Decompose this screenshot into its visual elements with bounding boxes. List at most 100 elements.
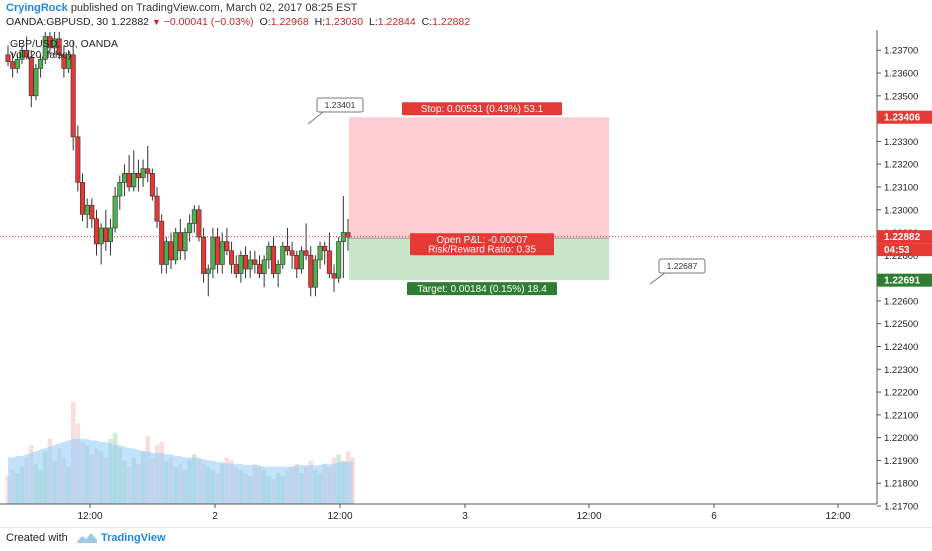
- price-tick-label: 1.22300: [884, 365, 918, 376]
- candle-body: [70, 54, 76, 138]
- open-value: 1.22968: [270, 16, 309, 28]
- callout-target-price-text: 1.22687: [667, 261, 698, 271]
- target-label-text: Target: 0.00184 (0.15%) 18.4: [417, 284, 547, 295]
- position-labels: Stop: 0.00531 (0.43%) 53.1 Target: 0.0018…: [402, 102, 562, 296]
- candle-body: [33, 68, 39, 97]
- stop-label-text: Stop: 0.00531 (0.43%) 53.1: [421, 104, 544, 115]
- countdown-badge-box: [877, 243, 932, 257]
- time-tick-label: 2: [212, 511, 218, 522]
- stop-price-badge-box: [877, 110, 932, 124]
- candle-body: [163, 241, 169, 265]
- candle-body: [107, 227, 113, 242]
- candle-body: [289, 250, 295, 256]
- time-tick-label: 12:00: [576, 511, 601, 522]
- price-tick-label: 1.22400: [884, 342, 918, 353]
- candle-body: [84, 204, 90, 215]
- open-label: O:: [259, 16, 271, 28]
- candle-body: [201, 236, 207, 274]
- candle-body: [243, 255, 249, 270]
- callout-target-price-box: [658, 258, 706, 274]
- candle-body: [140, 168, 146, 179]
- callout-target-price-pointer: [649, 272, 666, 285]
- candle-body: [284, 245, 290, 252]
- header-bar: CryingRock published on TradingView.com,…: [0, 0, 932, 30]
- target-price-badge-text: 1.22691: [884, 276, 921, 287]
- candle-body: [145, 168, 151, 174]
- price-chart[interactable]: Stop: 0.00531 (0.43%) 53.1 Target: 0.0018…: [0, 30, 932, 527]
- candle-body: [89, 204, 95, 220]
- created-with-label: Created with: [6, 532, 68, 544]
- chart-title: GBP/USD, 30, OANDA: [10, 38, 118, 50]
- callout-stop-price-pointer: [307, 111, 324, 125]
- time-tick-label: 6: [711, 511, 717, 522]
- candle-body: [159, 220, 165, 265]
- risk-reward-text: Risk/Reward Ratio: 0.35: [428, 245, 536, 256]
- price-tick-label: 1.23500: [884, 91, 918, 102]
- volume-ma-area: [8, 438, 353, 504]
- countdown-badge-text: 04:53: [884, 245, 910, 256]
- pnl-text: Open P&L: -0.00007: [436, 235, 528, 246]
- price-tick-label: 1.23300: [884, 137, 918, 148]
- candle-body: [177, 232, 183, 252]
- candle-body: [131, 172, 137, 188]
- candle-body: [229, 250, 235, 265]
- candle-body: [326, 250, 332, 274]
- candle-body: [121, 172, 127, 183]
- candle-body: [80, 182, 86, 215]
- candle-body: [14, 59, 20, 69]
- candle-body: [205, 268, 211, 274]
- candle-body: [280, 245, 286, 265]
- time-axis[interactable]: 12:00 2 12:00 3 12:00 6 12:00: [77, 504, 851, 522]
- ohlc-line: OANDA:GBPUSD, 30 1.22882 ▼ −0.00041 (−0.…: [6, 16, 470, 28]
- candle-body: [303, 250, 309, 256]
- tradingview-brand[interactable]: TradingView: [101, 532, 166, 544]
- close-value: 1.22882: [432, 16, 471, 28]
- candle-body: [270, 245, 276, 274]
- stop-label-box: [402, 102, 562, 116]
- author-link[interactable]: CryingRock: [6, 2, 68, 14]
- close-label: C:: [421, 16, 433, 28]
- candle-body: [233, 264, 239, 274]
- candle-body: [126, 172, 132, 188]
- time-tick-label: 12:00: [825, 511, 850, 522]
- price-tick-label: 1.23700: [884, 46, 918, 57]
- callout-stop-price-box: [316, 97, 364, 113]
- price-tick-label: 1.22600: [884, 296, 918, 307]
- current-price-badge-text: 1.22882: [884, 232, 921, 243]
- tradingview-logo-icon: [77, 533, 97, 543]
- candle-body: [294, 255, 300, 270]
- candle-body: [182, 232, 188, 252]
- candle-body: [210, 236, 216, 270]
- candle-body: [238, 255, 244, 274]
- candle-body: [196, 209, 202, 238]
- candle-body: [154, 195, 160, 222]
- candles: [5, 32, 351, 297]
- candle-body: [28, 56, 34, 97]
- candle-body: [117, 182, 123, 197]
- candle-body: [317, 245, 323, 261]
- candle-body: [340, 232, 346, 242]
- price-tick-label: 1.23600: [884, 69, 918, 80]
- candle-body: [98, 227, 104, 245]
- candle-body: [103, 227, 109, 242]
- candle-body: [187, 223, 193, 233]
- price-tick-label: 1.23200: [884, 160, 918, 171]
- publish-line: CryingRock published on TradingView.com,…: [6, 2, 357, 14]
- target-price-badge-box: [877, 273, 932, 287]
- candle-body: [10, 61, 16, 69]
- price-tick-label: 1.21700: [884, 502, 918, 513]
- candle-body: [38, 59, 44, 69]
- stop-zone: [349, 117, 609, 239]
- last-price: 1.22882: [111, 16, 150, 28]
- high-label: H:: [314, 16, 326, 28]
- candle-body: [224, 241, 230, 252]
- price-tick-label: 1.22000: [884, 433, 918, 444]
- stop-price-badge-text: 1.23406: [884, 113, 921, 124]
- candle-body: [5, 54, 11, 62]
- candle-body: [215, 236, 221, 265]
- low-value: 1.22844: [377, 16, 416, 28]
- footer-bar: Created with TradingView: [0, 527, 932, 551]
- candle-body: [266, 245, 272, 261]
- candle-body: [252, 259, 258, 265]
- candle-body: [24, 49, 30, 58]
